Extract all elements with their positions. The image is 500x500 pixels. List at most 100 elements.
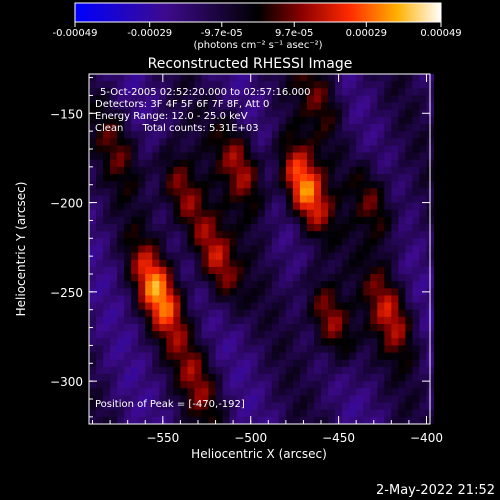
heatmap-cell [166,295,174,303]
heatmap-cell [405,81,413,89]
heatmap-cell [166,159,174,168]
heatmap-cell [285,374,294,382]
heatmap-cell [328,202,336,211]
heatmap-cell [243,374,252,382]
heatmap-cell [103,109,111,118]
heatmap-cell [117,188,125,196]
heatmap-cell [335,345,343,353]
heatmap-cell [173,109,181,118]
heatmap-cell [356,174,364,182]
heatmap-cell [194,88,202,96]
heatmap-cell [285,416,294,425]
heatmap-cell [250,259,259,268]
heatmap-cell [187,338,195,346]
heatmap-cell [271,416,280,425]
heatmap-cell [257,116,266,125]
heatmap-cell [384,374,392,382]
heatmap-cell [166,188,174,196]
heatmap-cell [243,331,252,339]
heatmap-cell [299,95,308,103]
heatmap-cell [370,95,378,103]
heatmap-cell [321,74,329,82]
heatmap-cell [377,345,385,353]
heatmap-cell [342,374,350,382]
heatmap-cell [278,81,287,89]
heatmap-cell [222,259,231,268]
heatmap-cell [215,109,223,118]
heatmap-cell [250,402,259,411]
heatmap-cell [419,359,427,368]
heatmap-cell [208,352,216,361]
heatmap-cell [271,181,280,189]
heatmap-cell [321,159,329,168]
heatmap-cell [131,409,139,418]
heatmap-cell [363,202,371,211]
heatmap-cell [124,131,132,139]
heatmap-cell [370,124,378,132]
heatmap-cell [138,302,146,311]
heatmap-cell [278,359,287,368]
heatmap-cell [194,174,202,182]
heatmap-cell [117,166,125,175]
heatmap-cell [138,188,146,196]
heatmap-cell [342,245,350,253]
heatmap-cell [173,202,181,211]
heatmap-cell [264,116,273,125]
heatmap-cell [117,174,125,182]
heatmap-cell [285,259,294,268]
heatmap-cell [152,245,160,253]
heatmap-cell [328,374,336,382]
heatmap-cell [321,195,329,203]
heatmap-cell [117,95,125,103]
heatmap-cell [117,152,125,161]
heatmap-cell [342,302,350,311]
heatmap-cell [363,145,371,153]
heatmap-cell [222,88,231,96]
heatmap-cell [152,95,160,103]
heatmap-cell [419,309,427,318]
heatmap-cell [391,216,399,225]
heatmap-cell [110,245,118,253]
heatmap-cell [201,109,209,118]
heatmap-cell [229,88,238,96]
heatmap-cell [328,95,336,103]
heatmap-cell [257,102,266,111]
heatmap-cell [370,166,378,175]
heatmap-cell [370,345,378,353]
heatmap-cell [180,138,188,146]
heatmap-cell [180,402,188,411]
heatmap-cell [278,295,287,303]
heatmap-cell [159,252,167,261]
heatmap-cell [313,238,322,246]
heatmap-cell [377,88,385,96]
heatmap-cell [398,174,406,182]
heatmap-cell [377,352,385,361]
heatmap-cell [391,209,399,218]
heatmap-cell [145,74,153,82]
heatmap-cell [313,174,322,182]
heatmap-cell [152,338,160,346]
heatmap-cell [208,309,216,318]
heatmap-cell [145,195,153,203]
heatmap-cell [117,209,125,218]
heatmap-cell [278,109,287,118]
heatmap-cell [363,302,371,311]
heatmap-cell [313,181,322,189]
heatmap-cell [201,231,209,239]
heatmap-cell [124,152,132,161]
heatmap-cell [187,152,195,161]
heatmap-cell [419,116,427,125]
heatmap-cell [278,95,287,103]
heatmap-cell [131,159,139,168]
heatmap-cell [299,124,308,132]
heatmap-cell [96,288,104,296]
heatmap-cell [363,109,371,118]
heatmap-cell [299,152,308,161]
heatmap-cell [370,288,378,296]
heatmap-cell [405,124,413,132]
heatmap-cell [180,345,188,353]
heatmap-cell [356,281,364,289]
heatmap-cell [166,288,174,296]
heatmap-cell [313,109,322,118]
heatmap-cell [131,102,139,111]
